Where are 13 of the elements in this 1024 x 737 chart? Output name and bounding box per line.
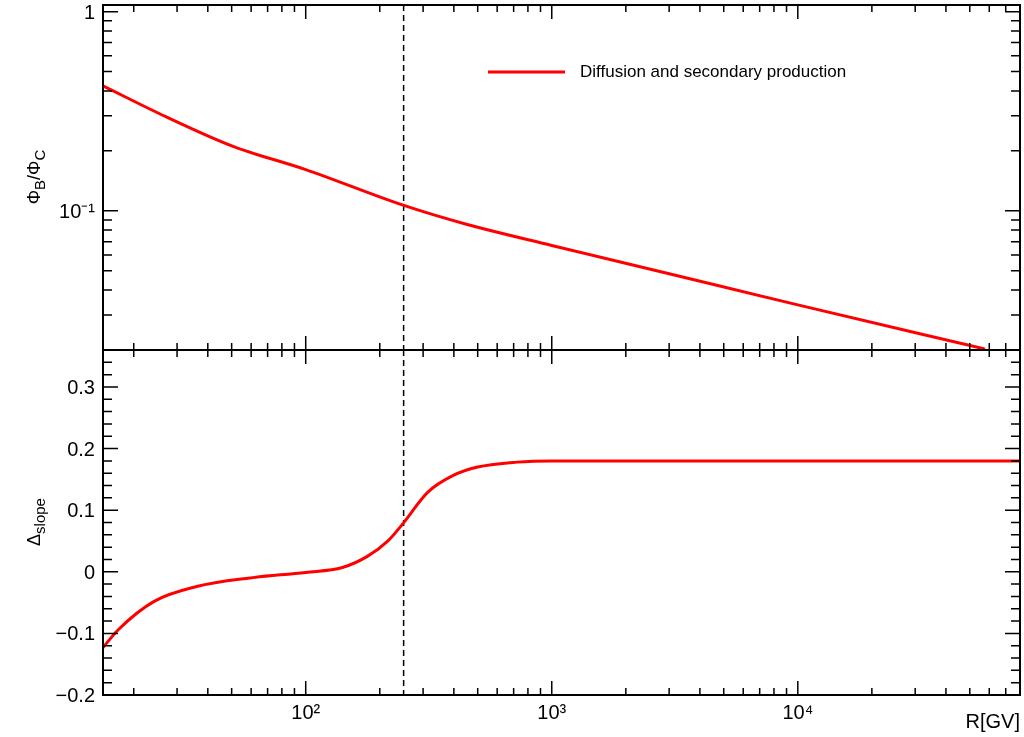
y-tick-label: 10⁻¹ [59,199,96,222]
y-tick-label: −0.1 [55,622,95,645]
y-tick-label: 0 [83,560,95,583]
x-tick-label: 10² [291,700,321,723]
x-axis-title: R[GV] [965,710,1020,732]
x-tick-label: 10³ [537,700,567,723]
legend-label: Diffusion and secondary production [580,61,847,81]
y-tick-label: 0.1 [67,499,95,522]
y-tick-label: −0.2 [55,684,95,706]
x-tick-label: 10⁴ [782,700,814,723]
y-tick-label: 1 [83,0,95,23]
y-tick-label: 0.2 [67,437,95,460]
y-tick-label: 0.3 [67,375,95,398]
